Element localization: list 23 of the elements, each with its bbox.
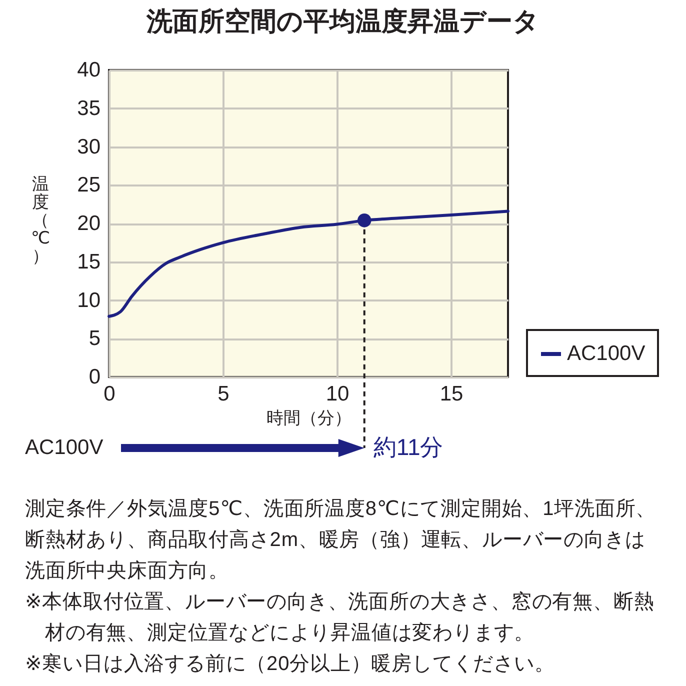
y-tick-label: 10 bbox=[77, 288, 100, 312]
y-axis-title: 温度（℃） bbox=[30, 174, 50, 266]
y-tick-label: 30 bbox=[77, 135, 100, 158]
x-tick-label: 0 bbox=[104, 382, 116, 406]
y-tick-label: 20 bbox=[77, 212, 100, 235]
x-tick-label: 5 bbox=[218, 382, 230, 406]
text: ※本体取付位置、ルーバーの向き、洗面所の大きさ、窓の有無、断熱材の有無、測定位置などにより昇温値は変わります。 bbox=[25, 590, 656, 646]
y-tick-label: 5 bbox=[88, 327, 100, 350]
text: ※寒い日は入浴する前に（20分以上）暖房してください。 bbox=[25, 652, 556, 677]
x-tick-label: 10 bbox=[326, 382, 350, 406]
y-tick-label: 40 bbox=[77, 58, 100, 82]
x-tick-label: 15 bbox=[440, 382, 464, 406]
y-tick-label: 15 bbox=[77, 250, 100, 274]
text: 測定条件／外気温度5℃、洗面所温度8℃にて測定開始、1坪洗面所、断熱材あり、商品取付高さ2m、暖房（強）運転、ルーバーの向きは洗面所中央床面方向。 bbox=[25, 497, 658, 584]
y-tick-label: 25 bbox=[77, 174, 100, 197]
x-axis-title: 時間（分） bbox=[266, 408, 352, 428]
y-tick-label: 35 bbox=[77, 96, 100, 120]
legend-label: AC100V bbox=[567, 342, 646, 365]
annotation: 約11分 bbox=[373, 434, 444, 460]
line-series bbox=[108, 210, 510, 318]
text: AC100V bbox=[25, 436, 104, 459]
chart-title: 洗面所空間の平均温度昇温データ bbox=[146, 6, 540, 36]
y-tick-label: 0 bbox=[88, 366, 100, 388]
